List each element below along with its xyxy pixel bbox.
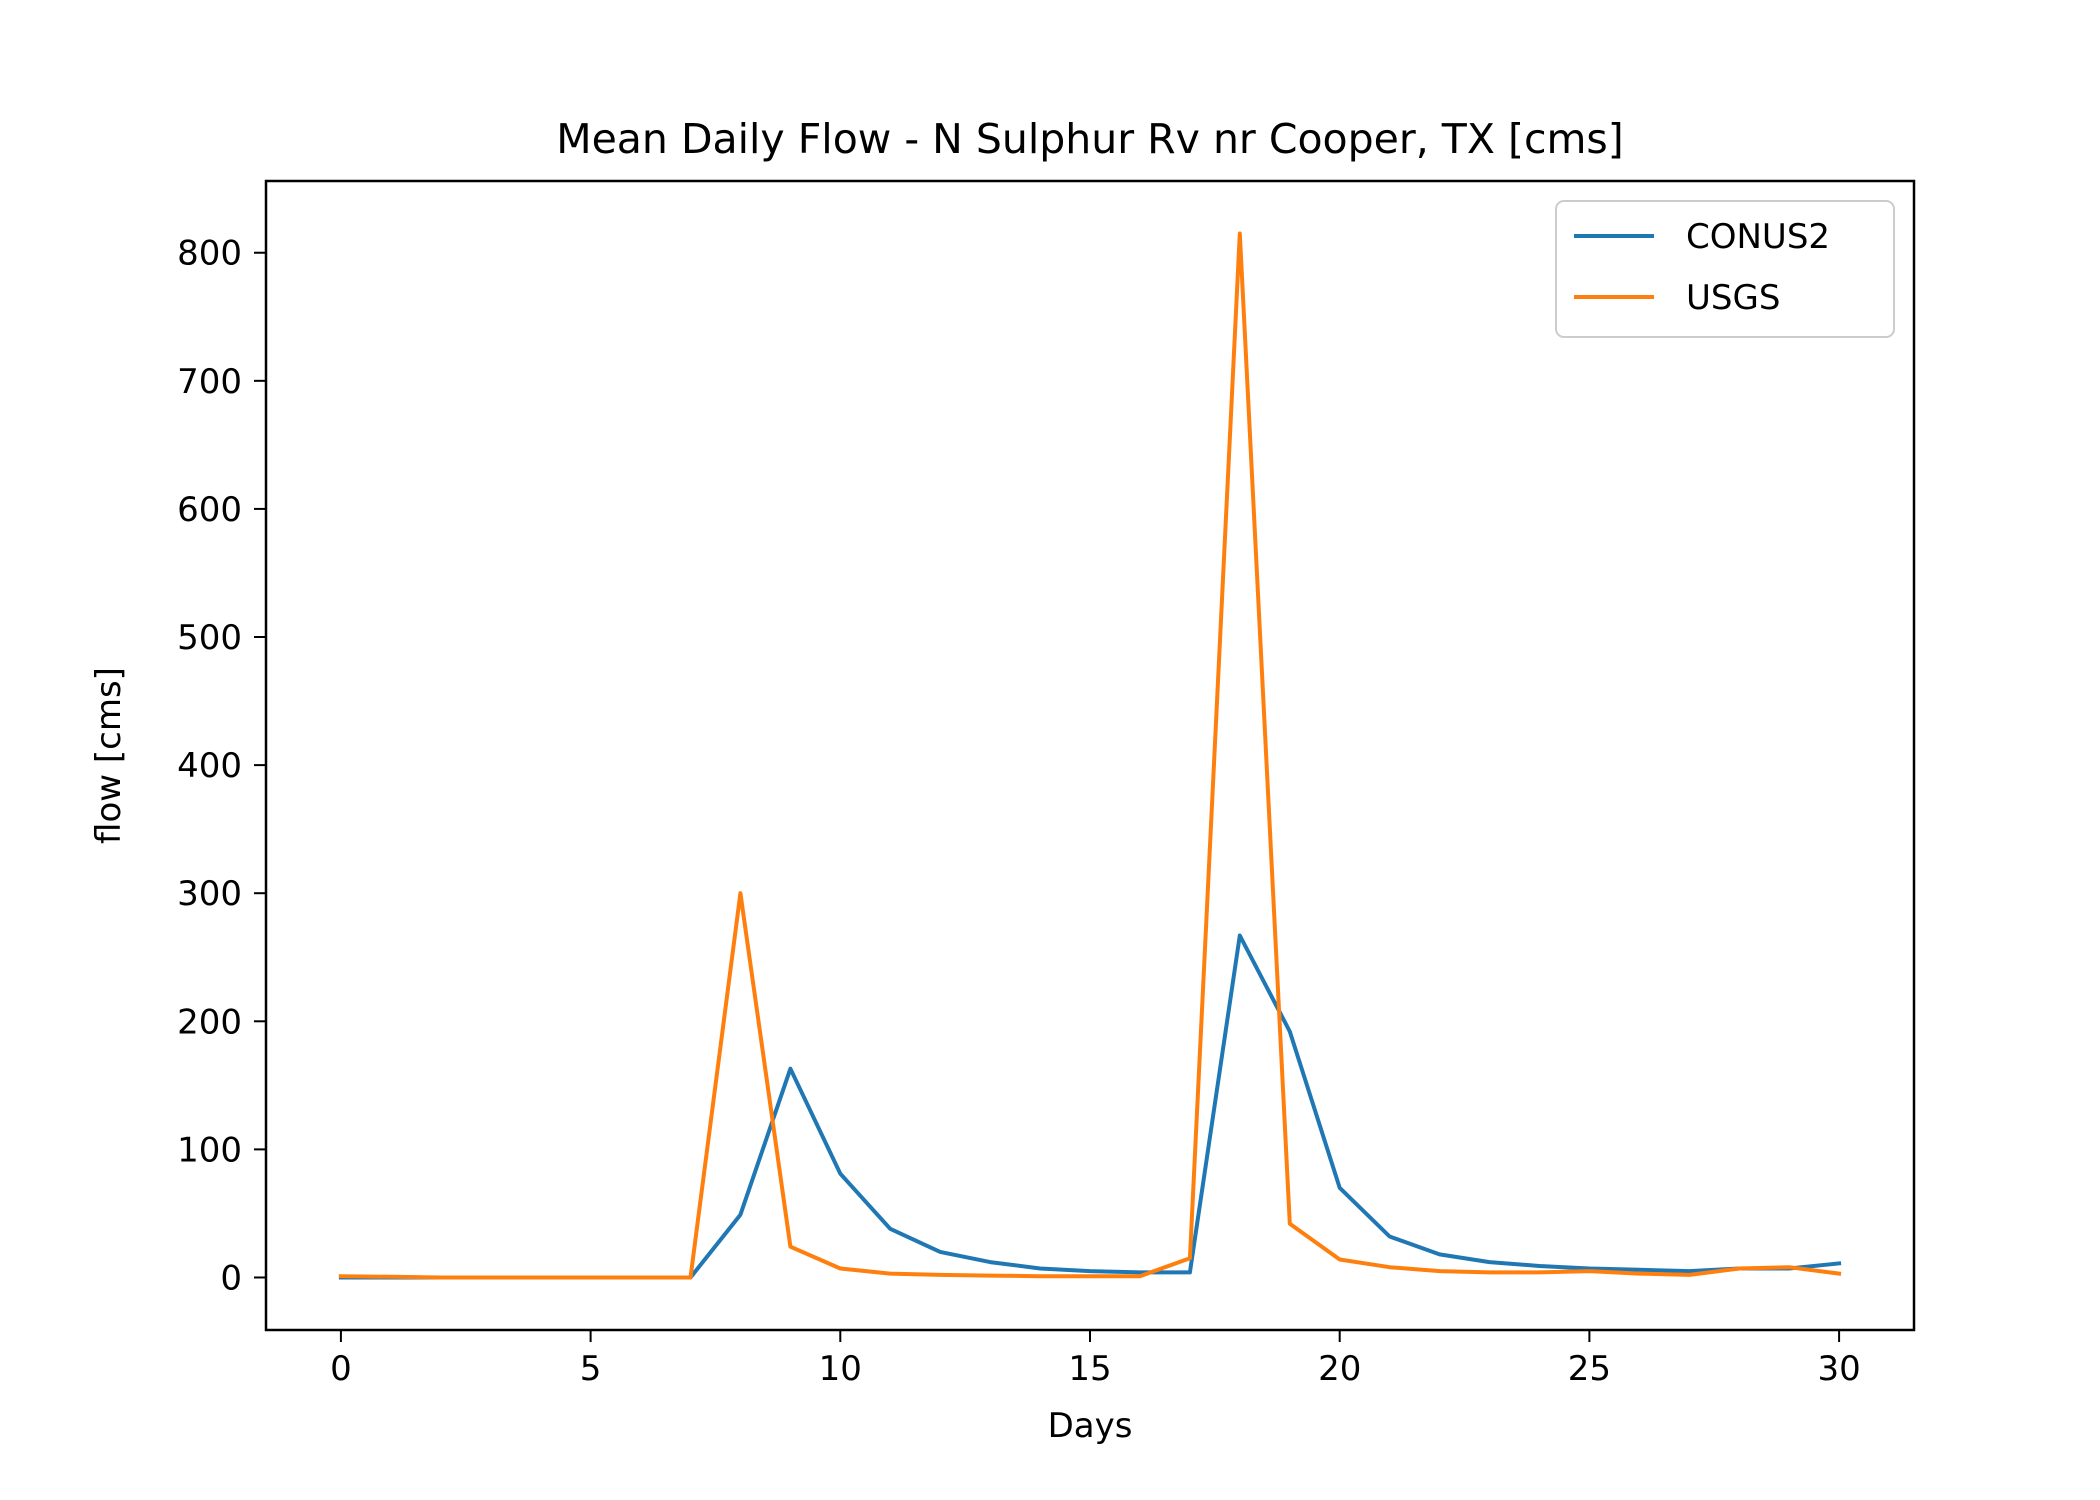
x-tick-label: 10 [819, 1349, 862, 1389]
legend-label: USGS [1686, 278, 1780, 318]
y-tick-label: 700 [177, 362, 242, 402]
x-axis-label: Days [1048, 1406, 1133, 1446]
y-tick-label: 200 [177, 1002, 242, 1042]
x-tick-label: 20 [1318, 1349, 1361, 1389]
chart-title: Mean Daily Flow - N Sulphur Rv nr Cooper… [556, 115, 1624, 163]
x-tick-label: 30 [1817, 1349, 1860, 1389]
x-axis: 0 5 10 15 20 25 30 [330, 1330, 1861, 1389]
y-tick-label: 0 [220, 1258, 242, 1298]
y-tick-label: 800 [177, 234, 242, 274]
y-tick-label: 500 [177, 618, 242, 658]
y-tick-label: 600 [177, 490, 242, 530]
series-line-usgs [338, 231, 1842, 1280]
legend-label: CONUS2 [1686, 217, 1830, 257]
series-layer [338, 231, 1842, 1280]
y-tick-label: 400 [177, 746, 242, 786]
x-tick-label: 25 [1568, 1349, 1611, 1389]
y-tick-label: 100 [177, 1130, 242, 1170]
x-tick-label: 5 [580, 1349, 602, 1389]
x-tick-label: 0 [330, 1349, 352, 1389]
y-axis: 0 100 200 300 400 500 600 700 800 [177, 234, 266, 1298]
x-tick-label: 15 [1068, 1349, 1111, 1389]
y-tick-label: 300 [177, 874, 242, 914]
legend: CONUS2 USGS [1555, 200, 1895, 338]
y-axis-label: flow [cms] [89, 667, 129, 844]
